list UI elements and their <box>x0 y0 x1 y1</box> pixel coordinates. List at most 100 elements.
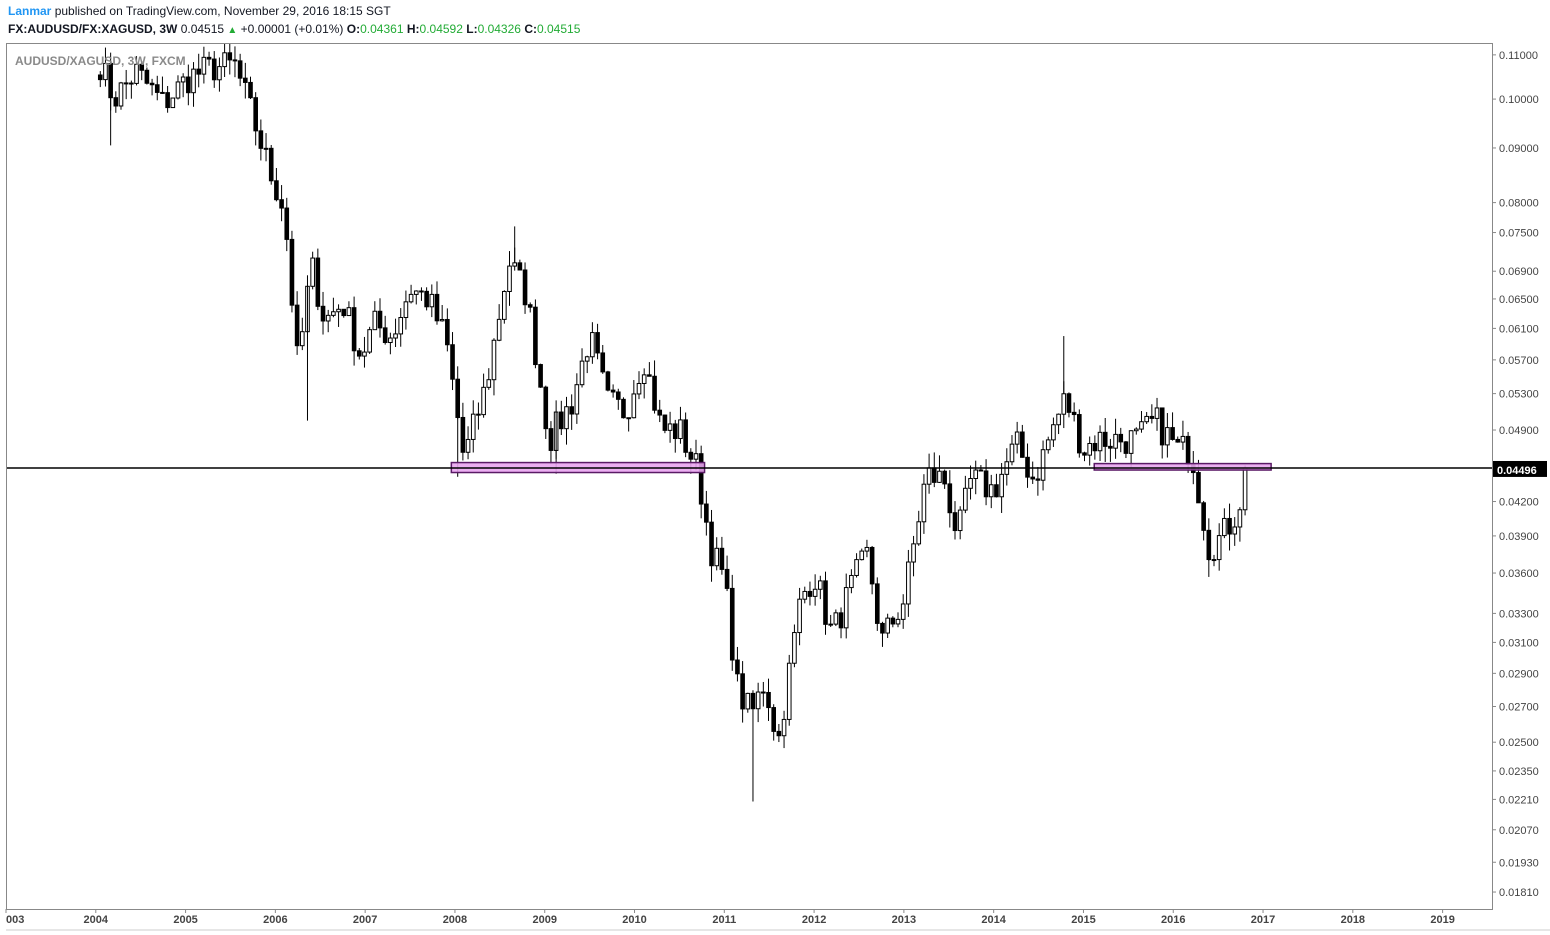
price-tick-label: 0.02900 <box>1499 668 1539 680</box>
candle-down <box>766 691 771 709</box>
candle-up <box>1144 415 1149 423</box>
candle-down <box>952 512 958 532</box>
candle-up <box>362 351 367 357</box>
candle-up <box>631 393 637 419</box>
candle-up <box>299 331 305 347</box>
price-tick-label: 0.02350 <box>1499 766 1539 778</box>
candle-down <box>1092 442 1098 452</box>
candle-up <box>1113 433 1118 449</box>
candle-down <box>548 428 554 451</box>
candle-up <box>481 386 486 416</box>
time-tick-label: 2017 <box>1251 914 1275 926</box>
candle-down <box>341 308 347 317</box>
time-tick-label: 2012 <box>802 914 826 926</box>
author-link[interactable]: Lanmar <box>8 4 52 18</box>
candle-up <box>926 467 932 485</box>
price-axis[interactable]: 0.11000 0.10000 0.09000 0.08000 0.07500 0.069… <box>1492 50 1547 899</box>
price-tick-label: 0.06100 <box>1499 323 1539 335</box>
candle-down <box>647 374 652 377</box>
candle-up <box>346 307 352 317</box>
candle-down <box>1196 472 1201 504</box>
candle-down <box>729 587 735 661</box>
price-change: +0.00001 (+0.01%) <box>240 22 344 36</box>
candle-down <box>211 58 217 81</box>
candle-down <box>1201 502 1206 531</box>
published-text: published on TradingView.com, November 2… <box>54 4 391 18</box>
candle-up <box>217 66 222 81</box>
candle-down <box>186 76 191 94</box>
candle-down <box>1170 427 1175 440</box>
candle-up <box>331 311 336 316</box>
open-value: 0.04361 <box>360 22 404 36</box>
candle-down <box>108 62 113 99</box>
candle-up <box>1165 427 1170 446</box>
candle-down <box>704 503 709 523</box>
price-tick-label: 0.02210 <box>1499 794 1539 806</box>
price-tick-label: 0.04200 <box>1499 497 1539 509</box>
candle-up <box>439 318 445 322</box>
price-tick-label: 0.09000 <box>1499 143 1539 155</box>
candle-down <box>1185 435 1191 465</box>
time-axis[interactable]: 003 2004 2005 2006 2007 2008 2009 2010 2011 2012 2… <box>5 909 1455 926</box>
candle-down <box>698 453 704 505</box>
candle-up <box>1216 535 1222 561</box>
candle-down <box>657 409 663 416</box>
candle-down <box>253 97 258 132</box>
candle-up <box>584 356 590 362</box>
candle-down <box>248 81 253 99</box>
candle-up <box>590 332 595 358</box>
candle-down <box>1102 431 1108 447</box>
close-label: C: <box>524 22 537 36</box>
candle-up <box>968 478 973 489</box>
candle-up <box>1009 443 1015 463</box>
candle-down <box>569 406 574 415</box>
candle-down <box>880 622 885 634</box>
candle-up <box>1056 413 1061 426</box>
symbol-label[interactable]: FX:AUDUSD/FX:XAGUSD, 3W <box>8 22 178 36</box>
candle-up <box>900 603 906 620</box>
candle-up <box>170 97 176 109</box>
candle-up <box>781 718 787 737</box>
candle-down <box>735 659 740 675</box>
time-tick-label: 2011 <box>712 914 736 926</box>
candle-up <box>502 290 507 320</box>
last-price-tag: 0.04496 <box>1497 465 1537 477</box>
candle-up <box>792 632 797 664</box>
candle-up <box>797 598 802 634</box>
candle-up <box>714 547 720 567</box>
candle-down <box>382 327 388 344</box>
candle-down <box>869 546 875 585</box>
candle-up <box>512 262 517 267</box>
candle-up <box>906 561 911 605</box>
resistance-zone-2015-2017[interactable] <box>1093 462 1272 471</box>
candle-up <box>118 82 124 107</box>
candle-down <box>476 413 481 416</box>
candle-down <box>662 414 668 431</box>
candle-up <box>1087 442 1092 456</box>
candle-down <box>709 521 714 567</box>
candle-up <box>1232 526 1238 535</box>
candle-down <box>351 307 357 352</box>
candle-down <box>1071 411 1077 416</box>
candle-up <box>222 52 227 68</box>
candle-down <box>1035 478 1041 481</box>
candle-down <box>356 350 362 357</box>
candle-down <box>1227 517 1232 535</box>
candle-down <box>377 310 383 329</box>
candle-up <box>988 484 994 498</box>
candle-down <box>455 378 461 418</box>
price-tick-label: 0.03100 <box>1499 637 1539 649</box>
candle-up <box>1014 431 1020 445</box>
candle-down <box>807 590 813 597</box>
candle-up <box>802 590 808 600</box>
candle-up <box>755 691 761 710</box>
candle-up <box>398 317 404 335</box>
candle-up <box>828 623 833 626</box>
price-tick-label: 0.02500 <box>1499 737 1539 749</box>
price-tick-label: 0.03900 <box>1499 531 1539 543</box>
candle-up <box>393 333 398 339</box>
candle-up <box>636 382 642 395</box>
candle-up <box>465 438 471 453</box>
candle-up <box>864 546 870 552</box>
